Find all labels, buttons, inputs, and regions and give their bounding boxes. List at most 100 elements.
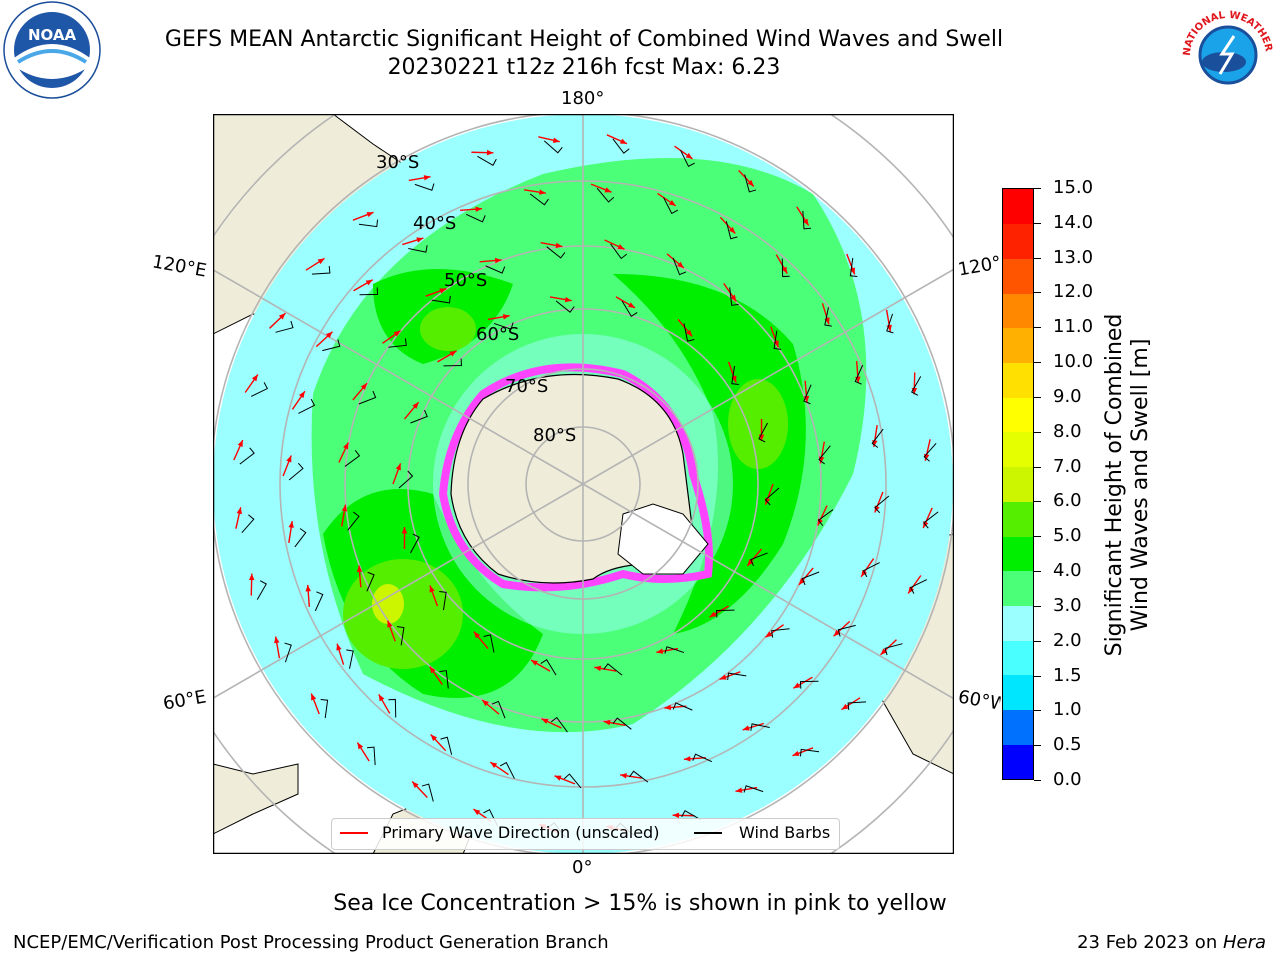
- wind-barb: [540, 659, 557, 676]
- wave-arrow-head: [343, 442, 349, 450]
- wind-barb: [546, 246, 566, 259]
- wind-barb: [771, 628, 790, 638]
- wave-arrow-head: [401, 526, 408, 534]
- wave-arrow-head: [539, 189, 546, 195]
- wave-arrow-head: [357, 742, 364, 750]
- sea-ice: [438, 363, 713, 592]
- wind-barb: [758, 422, 768, 443]
- wind-barb: [621, 300, 638, 317]
- colorbar-tick-mark: [1034, 188, 1041, 189]
- wind-barb: [803, 384, 812, 405]
- colorbar-segment: [1003, 640, 1033, 676]
- machine-name: Hera: [1222, 932, 1266, 953]
- colorbar-segment: [1003, 431, 1033, 468]
- wave-arrow-head: [412, 402, 419, 409]
- wave-arrow-head: [861, 569, 868, 577]
- wave-arrow-head: [735, 787, 743, 793]
- wave-arrow-head: [475, 206, 483, 212]
- wind-barb: [359, 287, 379, 296]
- wind-barb: [818, 445, 831, 465]
- colorbar-tick-mark: [1034, 501, 1041, 503]
- wind-barb: [911, 376, 922, 396]
- date-line: 23 Feb 2023 on Hera: [1077, 932, 1266, 953]
- wave-arrow-head: [728, 226, 736, 234]
- wave-region-3-4m-east: [613, 274, 806, 634]
- colorbar-tick-label: 14.0: [1053, 211, 1094, 233]
- colorbar-segment: [1003, 258, 1033, 294]
- wind-barb: [491, 700, 506, 719]
- lat-label-40s: 40°S: [413, 213, 457, 234]
- wind-barb: [347, 511, 360, 531]
- wave-arrow-head: [423, 175, 431, 181]
- wave-arrow-head: [288, 521, 294, 528]
- wind-barb: [802, 210, 812, 230]
- colorbar-segment: [1003, 189, 1033, 225]
- wind-barb: [555, 300, 575, 313]
- wind-barb: [824, 307, 832, 327]
- wind-barb: [241, 514, 255, 534]
- wave-arrow-head: [341, 504, 348, 512]
- colorbar-tick-label: 1.0: [1053, 699, 1082, 721]
- colorbar-label: Significant Height of Combined Wind Wave…: [1102, 314, 1154, 657]
- colorbar-segment: [1003, 223, 1033, 259]
- wave-arrow-head: [802, 218, 809, 226]
- wind-barb: [366, 746, 376, 766]
- wind-barb: [799, 748, 820, 757]
- wind-barb: [311, 265, 331, 275]
- colorbar-tick-mark: [1034, 605, 1041, 607]
- credit-line: NCEP/EMC/Verification Post Processing Pr…: [13, 932, 609, 953]
- colorbar-tick-mark: [1034, 396, 1041, 398]
- wind-barb: [610, 243, 628, 260]
- wave-arrow-head: [668, 199, 676, 206]
- colorbar-tick-label: 2.0: [1053, 629, 1082, 651]
- wave-arrow-head: [311, 693, 317, 701]
- wind-barb: [725, 221, 738, 240]
- colorbar-tick-label: 12.0: [1053, 281, 1094, 303]
- wind-barb: [801, 571, 820, 586]
- nws-logo: NATIONAL WEATHER SERVICE: [1176, 0, 1276, 100]
- wave-region-4-5m-east: [728, 379, 788, 469]
- wave-arrow-head: [502, 314, 510, 320]
- colorbar-segment: [1003, 397, 1033, 433]
- colorbar-segment: [1003, 674, 1033, 711]
- wave-arrow-head: [248, 573, 255, 581]
- wind-barb: [886, 313, 894, 334]
- wave-arrow-head: [604, 187, 612, 193]
- wave-arrow-head: [677, 261, 684, 269]
- colorbar: [1002, 188, 1034, 780]
- wave-arrow-head: [473, 809, 481, 816]
- colorbar-tick-label: 6.0: [1053, 490, 1082, 512]
- wave-arrow-head: [305, 584, 311, 592]
- wind-barb: [854, 364, 864, 385]
- wave-arrow-head: [482, 699, 489, 707]
- wave-arrow-head: [554, 775, 562, 781]
- wind-barb: [750, 723, 770, 731]
- wind-barb: [729, 287, 739, 306]
- wind-barb: [284, 642, 292, 663]
- sea-ice-note: Sea Ice Concentration > 15% is shown in …: [333, 891, 947, 916]
- wave-arrow-head: [555, 242, 563, 249]
- lon-label-180: 180°: [561, 88, 605, 109]
- wind-barb: [388, 338, 407, 348]
- wave-arrow-head: [429, 666, 436, 674]
- wind-barb: [346, 649, 354, 669]
- wind-barb: [550, 716, 568, 733]
- lon-label-120w: 120°W: [956, 252, 1002, 281]
- wind-barb: [727, 672, 747, 681]
- wave-arrow-head: [742, 725, 750, 731]
- wind-barb: [543, 140, 563, 154]
- wind-barb: [421, 783, 434, 802]
- wind-barb: [731, 365, 739, 386]
- wind-barb: [563, 773, 582, 789]
- wind-barb: [773, 330, 782, 350]
- wind-barb: [256, 580, 267, 600]
- wind-barb: [410, 409, 428, 424]
- wind-barb: [781, 258, 790, 278]
- wind-barb: [388, 698, 397, 718]
- wave-arrow-head: [439, 288, 447, 294]
- colorbar-tick-label: 4.0: [1053, 560, 1082, 582]
- colorbar-tick-label: 7.0: [1053, 455, 1082, 477]
- wind-barb: [692, 753, 713, 763]
- wind-barb: [344, 449, 361, 467]
- wind-barb: [817, 509, 834, 527]
